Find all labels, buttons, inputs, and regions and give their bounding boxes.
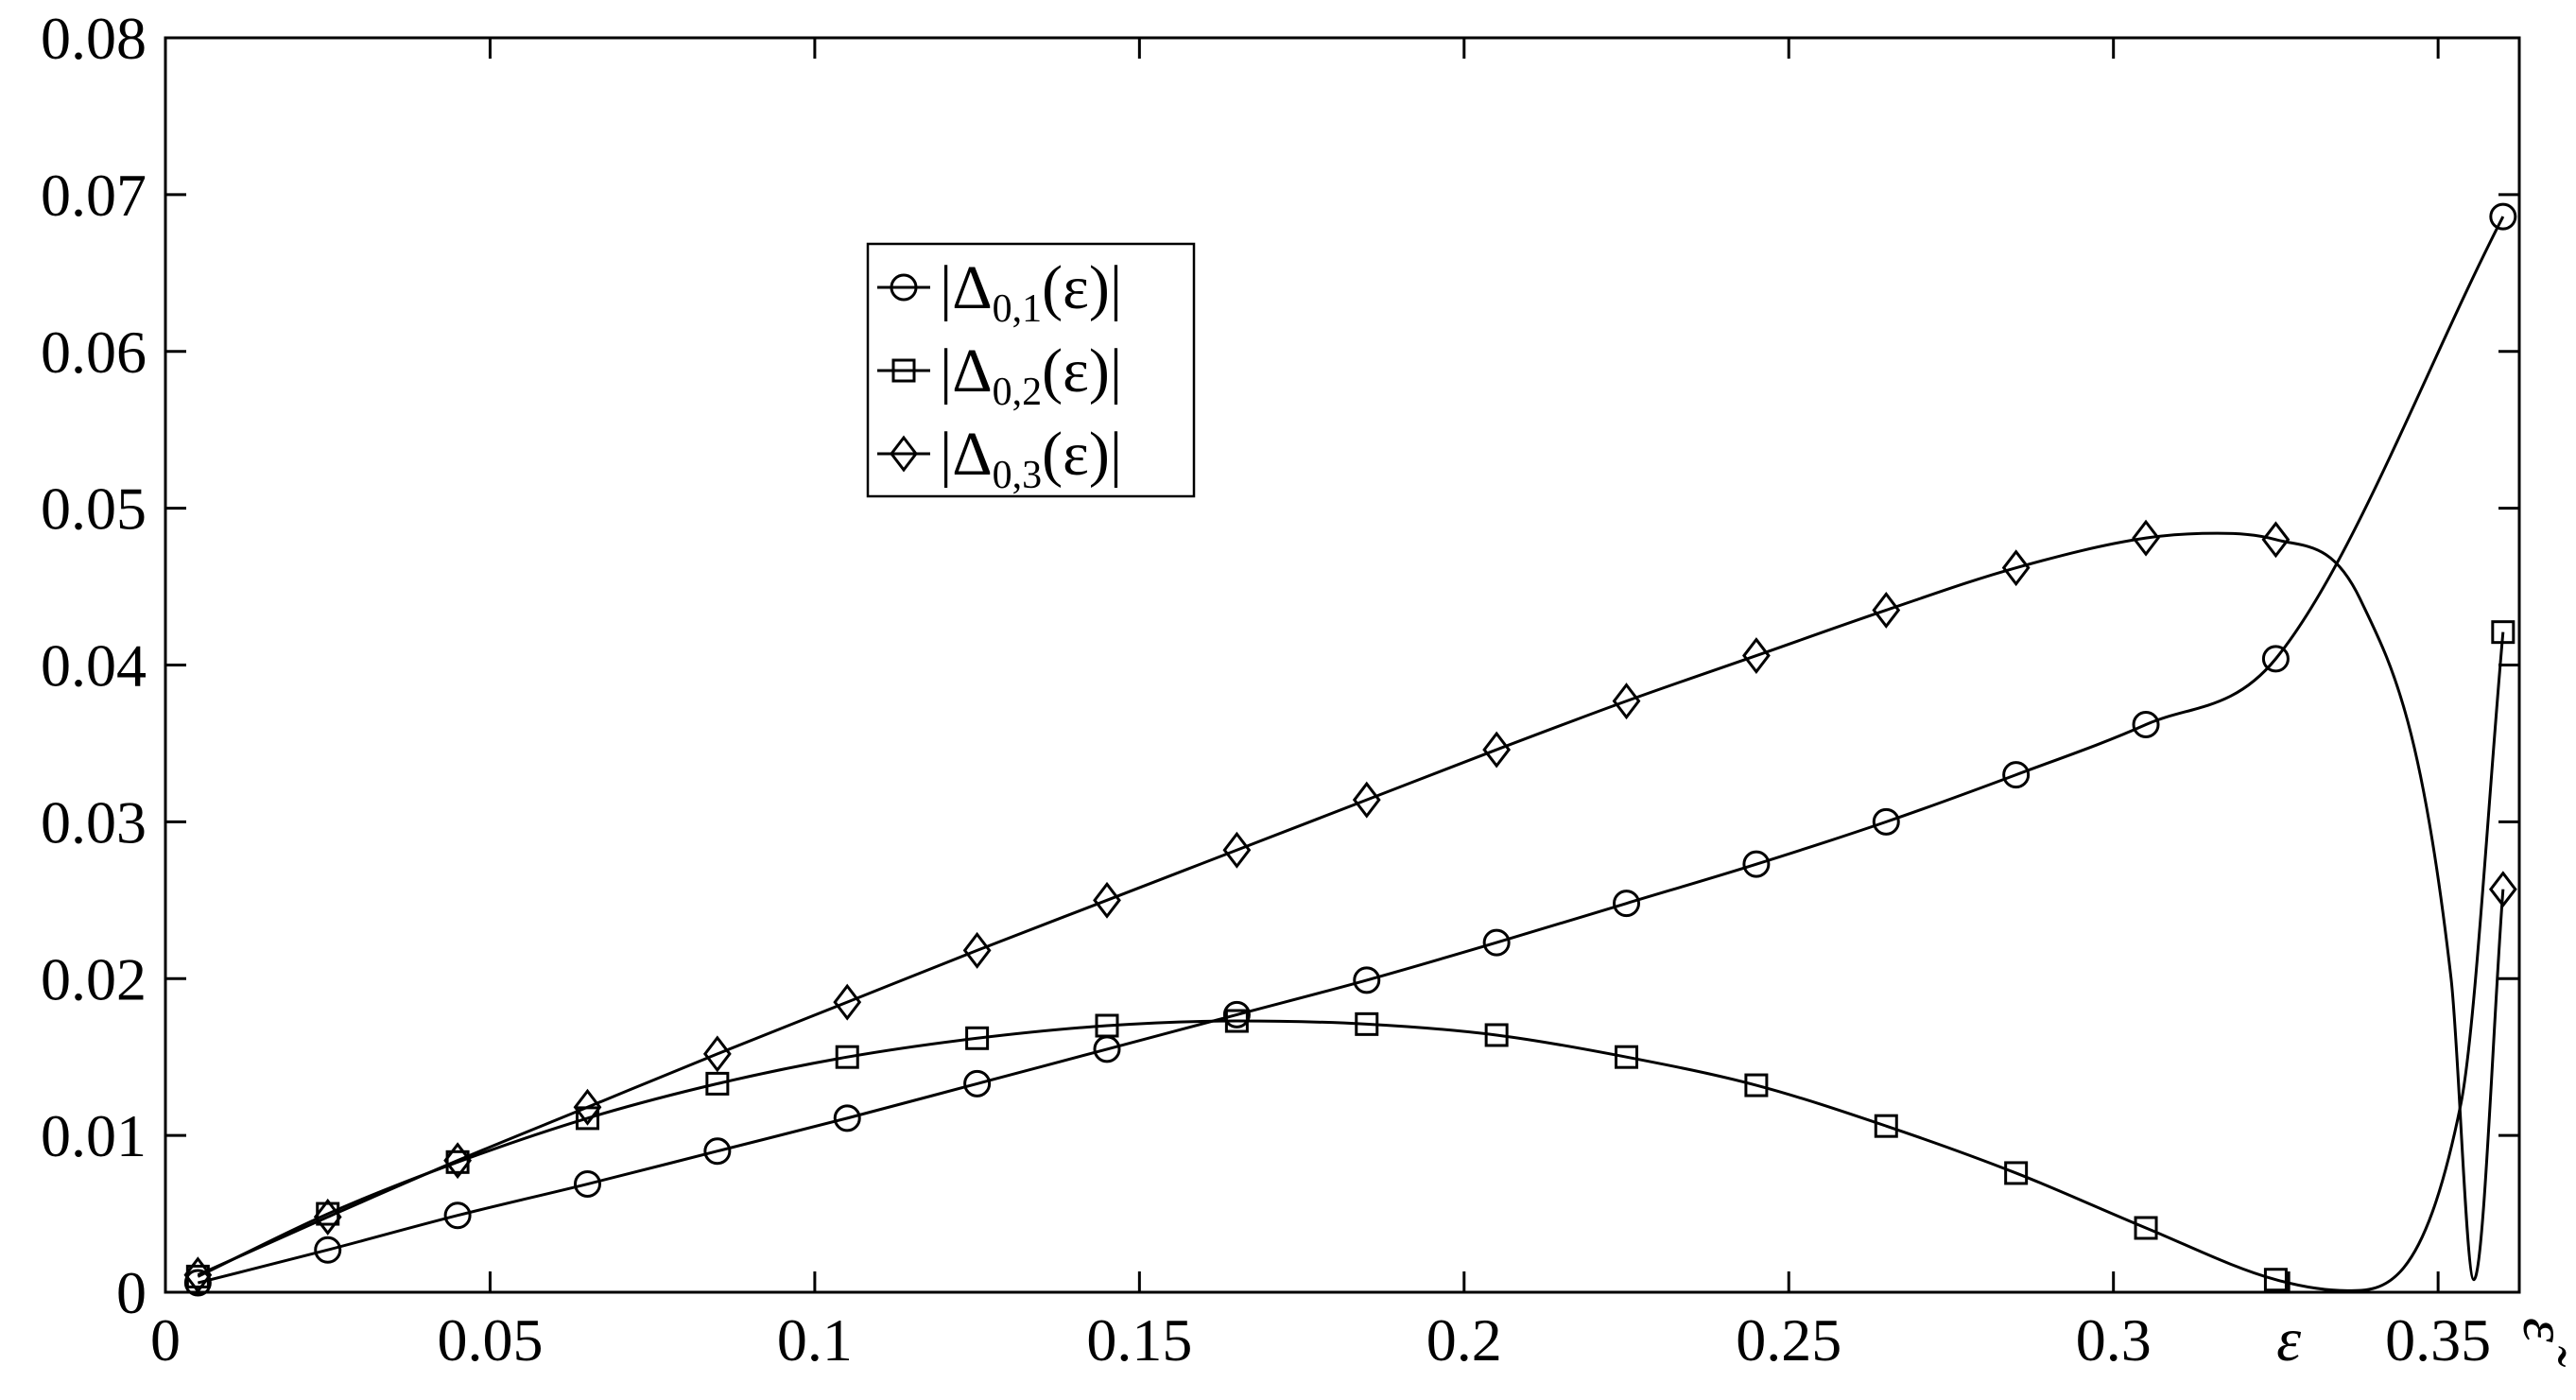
legend-label: |Δ0,3(ε)| bbox=[940, 420, 1122, 497]
series-2-marker bbox=[1095, 1013, 1119, 1038]
x-tick-label: 0.3 bbox=[2076, 1306, 2152, 1374]
series-3-marker bbox=[183, 1256, 213, 1294]
y-tick-label: 0.01 bbox=[41, 1102, 147, 1169]
legend-label-tail: (ε)| bbox=[1042, 420, 1122, 489]
legend-label-subscript: 0,2 bbox=[993, 371, 1043, 414]
series-1-marker bbox=[1482, 928, 1511, 957]
series-markers bbox=[183, 202, 2517, 1297]
legend-label: |Δ0,2(ε)| bbox=[940, 337, 1122, 414]
legend-label-tail: (ε)| bbox=[1042, 253, 1122, 322]
series-2-marker bbox=[965, 1026, 990, 1050]
series-1-marker bbox=[703, 1137, 732, 1166]
plot-area bbox=[164, 36, 2521, 1294]
x-tick-label: 0.1 bbox=[777, 1306, 853, 1374]
series-3-marker bbox=[1482, 731, 1512, 769]
y-tick-label: 0.05 bbox=[41, 475, 147, 543]
legend-label-main: |Δ bbox=[940, 253, 993, 322]
series-3-marker bbox=[2132, 519, 2160, 557]
series-3-marker bbox=[833, 983, 862, 1021]
x-tick-label: 0.15 bbox=[1086, 1306, 1192, 1374]
series-3-marker bbox=[1093, 881, 1121, 919]
y-tick-label: 0 bbox=[116, 1259, 147, 1326]
series-1-marker bbox=[1872, 807, 1900, 836]
x-tick-label: 0 bbox=[150, 1306, 181, 1374]
series-line-2 bbox=[197, 631, 2505, 1292]
legend-label-main: |Δ bbox=[940, 420, 993, 489]
legend-marker bbox=[891, 358, 916, 383]
legend-marker bbox=[890, 273, 918, 302]
series-1-marker bbox=[183, 1269, 212, 1297]
y-tick-label: 0.07 bbox=[41, 162, 147, 229]
series-3-marker bbox=[1352, 781, 1381, 819]
series-3-marker bbox=[702, 1035, 732, 1073]
y-tick-label: 0.02 bbox=[41, 945, 147, 1012]
series-2-marker bbox=[2491, 620, 2515, 645]
series-3-marker bbox=[1872, 591, 1901, 629]
series-2-marker bbox=[1874, 1114, 1898, 1138]
series-1-marker bbox=[1742, 850, 1771, 878]
epsilon-label: ε bbox=[2276, 1305, 2301, 1374]
series-1-marker bbox=[573, 1170, 601, 1199]
series-1-marker bbox=[2132, 711, 2160, 739]
series-1-marker bbox=[963, 1069, 992, 1098]
series-2-marker bbox=[575, 1106, 599, 1131]
series-3-marker bbox=[1742, 637, 1771, 675]
series-3-marker bbox=[443, 1142, 472, 1180]
series-1-marker bbox=[314, 1236, 342, 1264]
series-1-marker bbox=[2489, 202, 2517, 231]
series-3-marker bbox=[1612, 683, 1641, 720]
series-3-marker bbox=[573, 1088, 602, 1126]
series-1-marker bbox=[1353, 966, 1381, 994]
series-3-marker bbox=[1222, 831, 1252, 869]
y-tick-label: 0.03 bbox=[41, 788, 147, 856]
series-2-marker bbox=[2004, 1161, 2029, 1185]
series-3-marker bbox=[962, 931, 992, 969]
legend-label: |Δ0,1(ε)| bbox=[940, 253, 1122, 331]
series-2-marker bbox=[1355, 1011, 1379, 1036]
legend-label-subscript: 0,3 bbox=[993, 454, 1043, 497]
legend-label-main: |Δ bbox=[940, 337, 993, 406]
series-2-marker bbox=[2134, 1216, 2158, 1240]
series-1-marker bbox=[1613, 890, 1641, 918]
x-tick-label: 0.35 bbox=[2385, 1306, 2491, 1374]
legend-label-tail: (ε)| bbox=[1042, 337, 1122, 406]
series-2-marker bbox=[2263, 1268, 2288, 1292]
legend-label-subscript: 0,1 bbox=[993, 287, 1043, 331]
x-tick-label: 0.2 bbox=[1426, 1306, 1502, 1374]
series-1-marker bbox=[2002, 761, 2031, 789]
epsilon-tilde-label: ε̃ bbox=[2510, 1318, 2576, 1368]
series-3-marker bbox=[2261, 521, 2291, 559]
series-2-marker bbox=[835, 1045, 859, 1069]
series-3-marker bbox=[2001, 549, 2031, 587]
x-tick-label: 0.25 bbox=[1736, 1306, 1841, 1374]
y-tick-label: 0.06 bbox=[41, 319, 147, 386]
y-tick-label: 0.08 bbox=[41, 5, 147, 72]
series-2-marker bbox=[1744, 1073, 1769, 1098]
x-tick-label: 0.05 bbox=[437, 1306, 543, 1374]
series-1-marker bbox=[443, 1201, 472, 1230]
series-1-marker bbox=[2261, 645, 2290, 673]
series-3-marker bbox=[2488, 871, 2517, 908]
series-1-marker bbox=[833, 1104, 861, 1132]
series-line-1 bbox=[197, 216, 2505, 1285]
series-1-marker bbox=[1222, 1000, 1251, 1028]
series-2-marker bbox=[1484, 1023, 1509, 1047]
series-3-marker bbox=[313, 1198, 342, 1236]
series-2-marker bbox=[705, 1071, 730, 1096]
legend-marker bbox=[890, 435, 918, 473]
series-2-marker bbox=[1615, 1045, 1639, 1069]
axes: 0 0.05 0.1 0.15 0.2 0.25 0.3 0.35 0 0.01 0.02 0.03 0… bbox=[41, 5, 2576, 1374]
series-2-marker bbox=[1224, 1009, 1249, 1033]
legend: |Δ0,1(ε)||Δ0,2(ε)||Δ0,3(ε)| bbox=[866, 242, 1196, 498]
y-tick-label: 0.04 bbox=[41, 632, 147, 700]
